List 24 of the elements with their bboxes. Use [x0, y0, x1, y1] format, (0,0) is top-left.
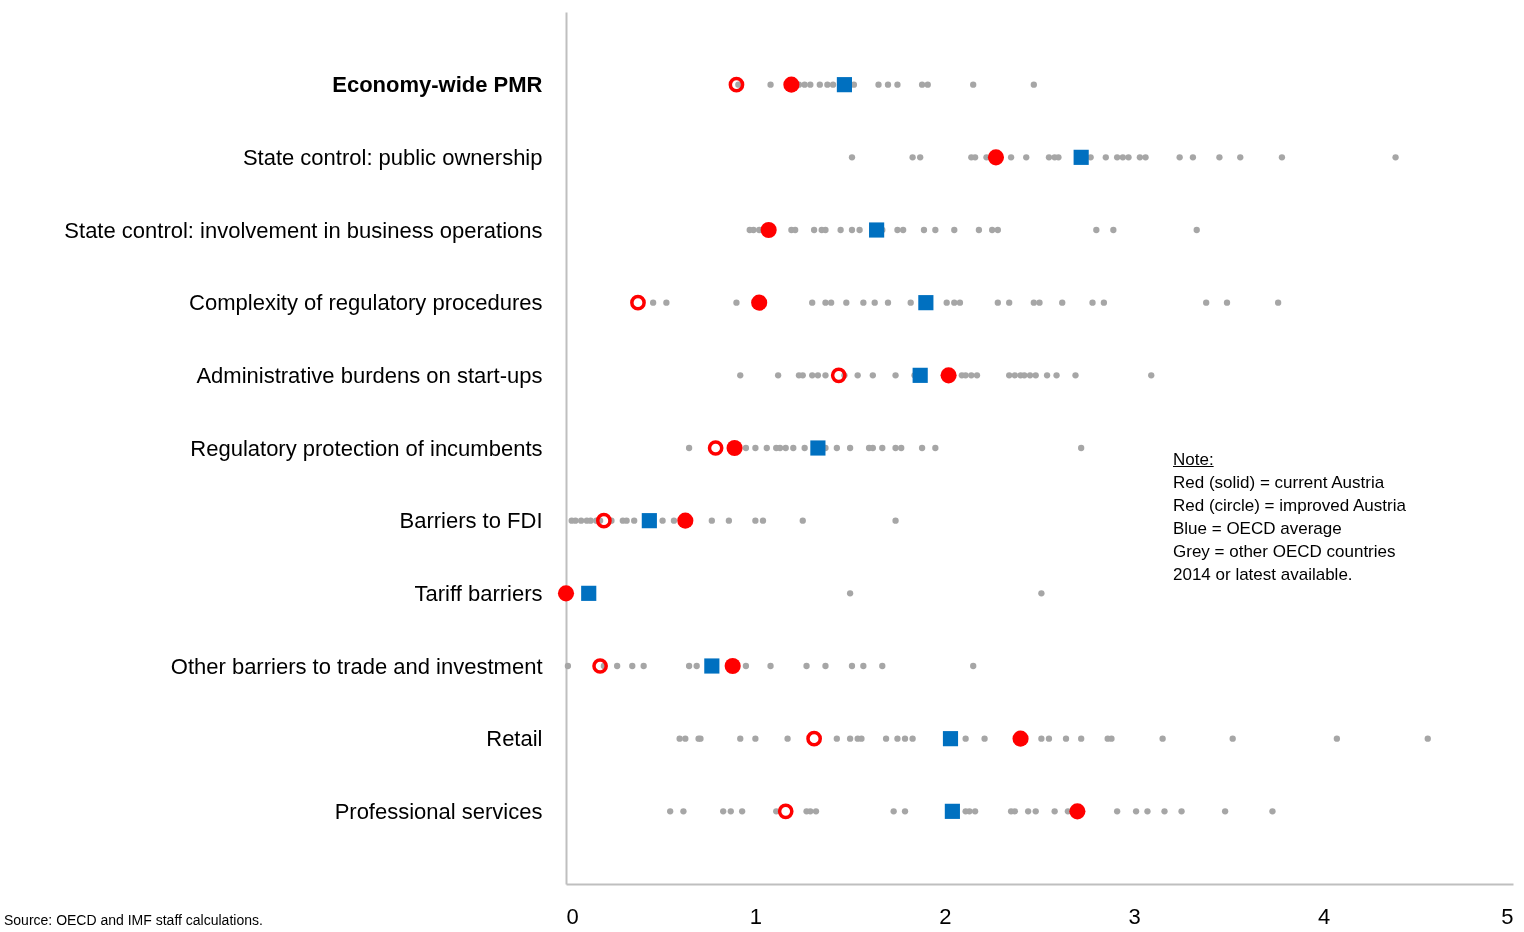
- x-tick-label: 1: [749, 903, 763, 929]
- y-tick-label: Administrative burdens on start-ups: [196, 362, 543, 388]
- x-tick-label: 0: [566, 903, 579, 929]
- y-tick-label: Regulatory protection of incumbents: [190, 435, 543, 461]
- x-tick-label: 5: [1501, 903, 1514, 929]
- annotation: 2014 or latest available.: [1173, 564, 1354, 586]
- y-tick-label: Complexity of regulatory procedures: [189, 290, 543, 316]
- y-tick-label: Other barriers to trade and investment: [170, 653, 543, 679]
- source-note: Source: OECD and IMF staff calculations.: [4, 912, 263, 928]
- y-tick-label: Professional services: [334, 798, 543, 824]
- y-tick-label: Barriers to FDI: [399, 508, 543, 534]
- x-tick-label: 3: [1128, 903, 1141, 929]
- annotation: Note:: [1173, 449, 1215, 471]
- y-tick-label: State control: public ownership: [242, 144, 543, 170]
- y-tick-label: Retail: [486, 726, 543, 752]
- annotation: Blue = OECD average: [1173, 518, 1343, 540]
- annotation: Grey = other OECD countries: [1173, 541, 1397, 563]
- y-tick-label: Economy-wide PMR: [332, 72, 543, 98]
- x-tick-label: 2: [939, 903, 952, 929]
- annotation: Red (circle) = improved Austria: [1173, 495, 1406, 517]
- y-tick-label: State control: involvement in business operations: [64, 217, 543, 243]
- annotation: Red (solid) = current Austria: [1173, 472, 1386, 494]
- y-tick-label: Tariff barriers: [414, 580, 543, 606]
- x-tick-label: 4: [1317, 903, 1331, 929]
